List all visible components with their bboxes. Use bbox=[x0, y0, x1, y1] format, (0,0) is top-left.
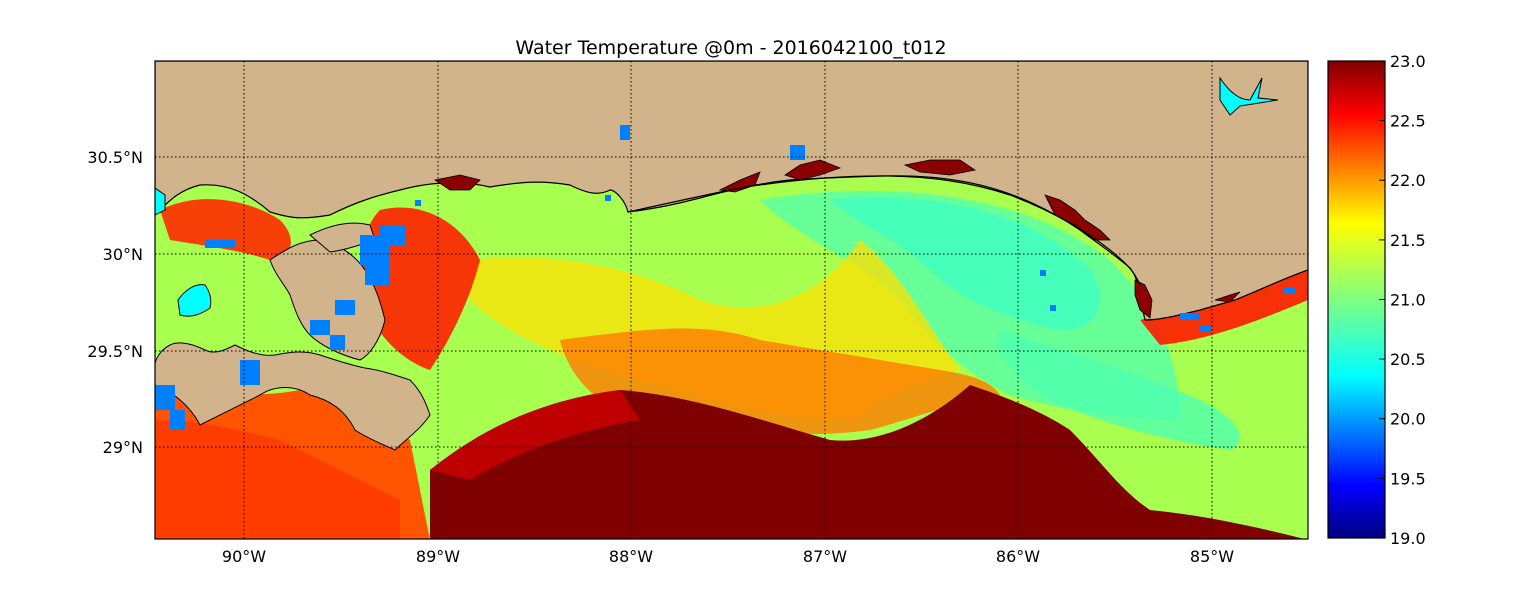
colorbar-gradient bbox=[1327, 60, 1386, 539]
colorbar: 23.0 22.5 22.0 21.5 21.0 20.5 20.0 19.5 … bbox=[1327, 52, 1426, 548]
nearshore-warm-west bbox=[160, 199, 291, 260]
cool-water-band bbox=[997, 330, 1240, 450]
panhandle-warm bbox=[1140, 270, 1308, 345]
colorbar-ticks bbox=[1379, 60, 1385, 539]
lat-tick-label: 29°N bbox=[103, 438, 143, 457]
cool-water-core bbox=[830, 197, 1100, 330]
lon-tick-label: 90°W bbox=[222, 547, 266, 566]
colorbar-tick-label: 20.5 bbox=[1390, 350, 1426, 369]
lat-tick-label: 30.5°N bbox=[87, 148, 143, 167]
colorbar-tick-label: 21.0 bbox=[1390, 291, 1426, 310]
lake-west-edge bbox=[155, 187, 166, 216]
colorbar-tick-label: 22.0 bbox=[1390, 171, 1426, 190]
lon-tick-label: 86°W bbox=[996, 547, 1040, 566]
land-louisiana-south bbox=[155, 342, 431, 451]
west-warm-shelf-inner bbox=[155, 420, 400, 539]
coastline-fringe bbox=[627, 175, 1141, 286]
marsh-cells bbox=[155, 125, 1296, 430]
lake-pontchartrain bbox=[177, 284, 212, 317]
map-plot bbox=[155, 61, 1308, 539]
lat-tick-label: 29.5°N bbox=[87, 342, 143, 361]
map-frame bbox=[154, 60, 1309, 540]
lake-northeast bbox=[1219, 76, 1279, 116]
lon-tick-labels: 90°W 89°W 88°W 87°W 86°W 85°W bbox=[222, 547, 1234, 566]
lat-tick-labels: 30.5°N 30°N 29.5°N 29°N bbox=[87, 148, 143, 457]
colorbar-tick-label: 23.0 bbox=[1390, 52, 1426, 71]
lon-tick-label: 89°W bbox=[416, 547, 460, 566]
lon-tick-label: 85°W bbox=[1190, 547, 1234, 566]
colorbar-tick-label: 19.5 bbox=[1390, 469, 1426, 488]
map-title: Water Temperature @0m - 2016042100_t012 bbox=[515, 37, 946, 59]
colorbar-tick-label: 21.5 bbox=[1390, 231, 1426, 250]
lon-tick-label: 88°W bbox=[609, 547, 653, 566]
colorbar-tick-label: 20.0 bbox=[1390, 410, 1426, 429]
lon-tick-label: 87°W bbox=[803, 547, 847, 566]
colorbar-tick-label: 19.0 bbox=[1390, 529, 1426, 548]
map-grid bbox=[155, 61, 1308, 539]
warm-deep-water bbox=[430, 385, 1305, 539]
warm-transition bbox=[430, 390, 640, 480]
lat-tick-label: 30°N bbox=[103, 245, 143, 264]
bay-inlets bbox=[433, 159, 1241, 319]
colorbar-tick-label: 22.5 bbox=[1390, 112, 1426, 131]
